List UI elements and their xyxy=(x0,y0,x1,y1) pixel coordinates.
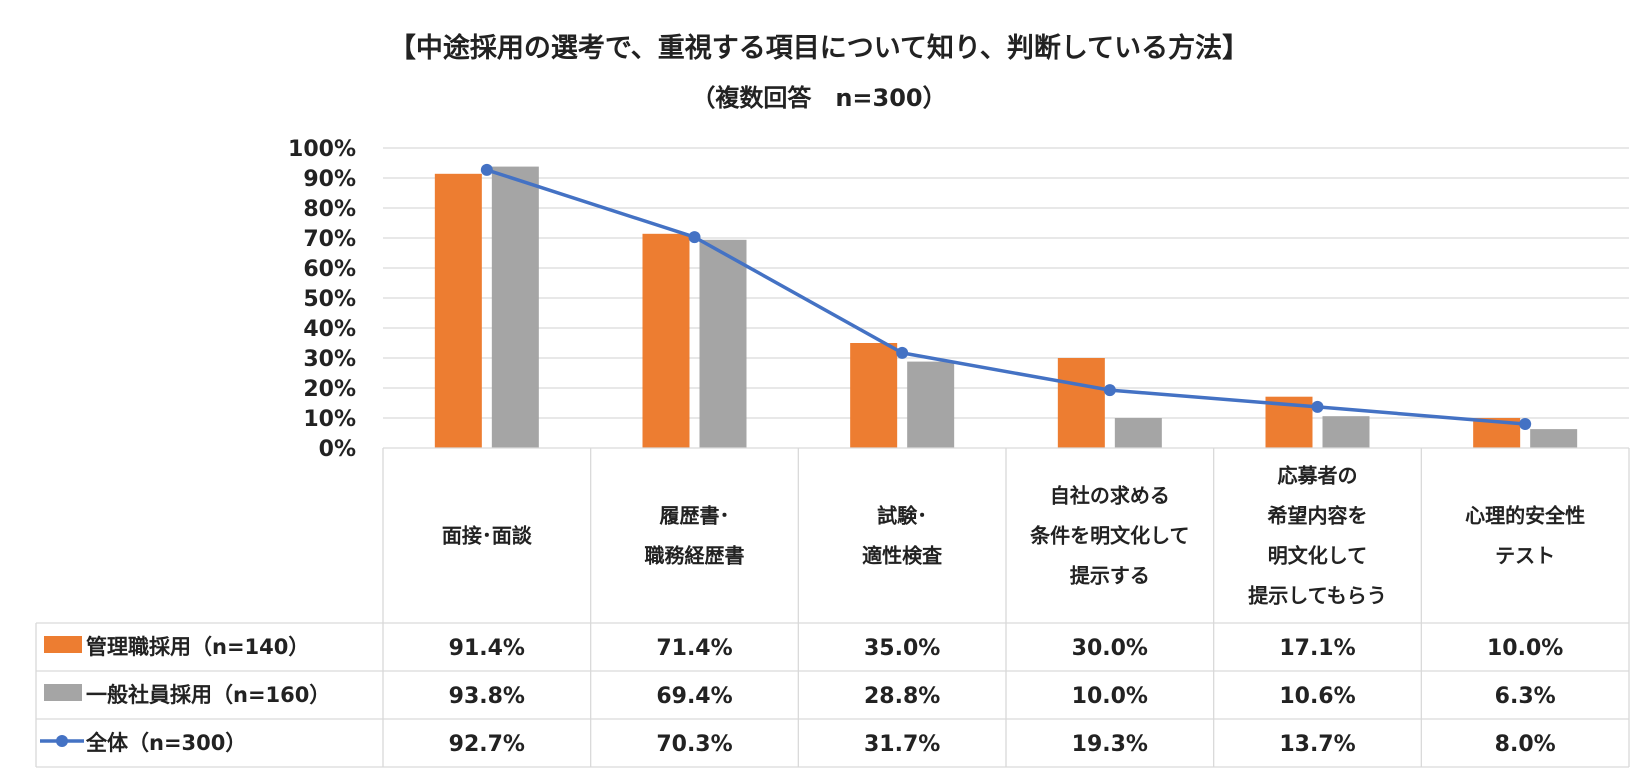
data-label: 31.7% xyxy=(864,732,940,757)
category-label: 提示してもらう xyxy=(1248,584,1386,608)
data-label: 69.4% xyxy=(656,684,732,709)
category-label: 明文化して xyxy=(1268,544,1367,568)
legend-label: 管理職採用（n=140） xyxy=(86,635,309,659)
data-label: 70.3% xyxy=(656,732,732,757)
legend-key xyxy=(44,684,82,701)
y-tick-label: 90% xyxy=(303,167,356,192)
bar-general xyxy=(1530,429,1578,448)
category-label: 心理的安全性 xyxy=(1465,504,1585,528)
line-overall xyxy=(486,168,1526,426)
bar-manager xyxy=(850,343,898,448)
y-tick-label: 80% xyxy=(303,197,356,222)
data-label: 6.3% xyxy=(1495,684,1556,709)
legend-key xyxy=(44,636,82,653)
data-label: 30.0% xyxy=(1072,636,1148,661)
category-label: 面接･面談 xyxy=(442,524,533,548)
data-label: 13.7% xyxy=(1279,732,1355,757)
y-tick-label: 20% xyxy=(303,377,356,402)
category-label: 試験･ xyxy=(877,504,927,528)
category-label: テスト xyxy=(1495,544,1555,568)
data-label: 28.8% xyxy=(864,684,940,709)
data-label: 71.4% xyxy=(656,636,732,661)
data-label: 8.0% xyxy=(1495,732,1556,757)
category-label: 提示する xyxy=(1070,564,1150,588)
line-point xyxy=(480,163,493,176)
line-point xyxy=(688,231,701,244)
data-label: 91.4% xyxy=(449,636,525,661)
data-label: 10.0% xyxy=(1487,636,1563,661)
bar-general xyxy=(1114,418,1162,448)
legend-label: 一般社員採用（n=160） xyxy=(86,683,330,707)
bar-general xyxy=(491,166,539,448)
chart-title: 【中途採用の選考で、重視する項目について知り、判断している方法】 xyxy=(388,33,1250,64)
y-tick-label: 0% xyxy=(319,437,356,462)
category-label: 条件を明文化して xyxy=(1030,524,1189,548)
line-point xyxy=(896,346,909,359)
legend-key-marker xyxy=(56,735,68,747)
data-label: 10.0% xyxy=(1072,684,1148,709)
chart-subtitle: （複数回答 n=300） xyxy=(691,84,947,112)
bar-general xyxy=(1322,416,1370,448)
y-tick-label: 50% xyxy=(303,287,356,312)
category-label: 履歴書･ xyxy=(660,504,730,528)
line-point xyxy=(1311,400,1324,413)
y-tick-label: 100% xyxy=(288,137,356,162)
data-label: 19.3% xyxy=(1072,732,1148,757)
bar-manager xyxy=(434,173,482,449)
y-tick-label: 70% xyxy=(303,227,356,252)
data-label: 35.0% xyxy=(864,636,940,661)
y-tick-label: 30% xyxy=(303,347,356,372)
category-label: 職務経歴書 xyxy=(645,544,745,568)
category-label: 適性検査 xyxy=(862,544,942,568)
category-label: 応募者の xyxy=(1278,464,1358,488)
data-label: 17.1% xyxy=(1279,636,1355,661)
data-label: 10.6% xyxy=(1279,684,1355,709)
bar-general xyxy=(907,361,955,448)
legend-label: 全体（n=300） xyxy=(85,731,246,755)
category-label: 希望内容を xyxy=(1268,504,1368,528)
line-point xyxy=(1519,418,1532,430)
y-tick-label: 40% xyxy=(303,317,356,342)
y-tick-label: 10% xyxy=(303,407,356,432)
y-tick-label: 60% xyxy=(303,257,356,282)
bar-general xyxy=(699,239,747,448)
data-label: 92.7% xyxy=(449,732,525,757)
data-label: 93.8% xyxy=(449,684,525,709)
bar-manager xyxy=(642,233,690,448)
line-point xyxy=(1103,384,1116,397)
category-label: 自社の求める xyxy=(1050,484,1170,508)
bar-manager xyxy=(1057,358,1105,448)
